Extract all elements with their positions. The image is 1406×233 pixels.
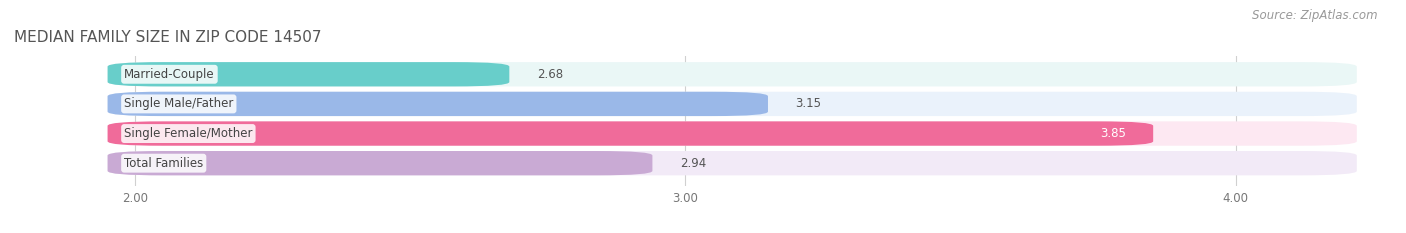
FancyBboxPatch shape	[108, 62, 1357, 86]
Text: Total Families: Total Families	[124, 157, 204, 170]
FancyBboxPatch shape	[108, 92, 1357, 116]
FancyBboxPatch shape	[108, 92, 768, 116]
FancyBboxPatch shape	[108, 62, 509, 86]
Text: Married-Couple: Married-Couple	[124, 68, 215, 81]
Text: Single Male/Father: Single Male/Father	[124, 97, 233, 110]
Text: Single Female/Mother: Single Female/Mother	[124, 127, 253, 140]
FancyBboxPatch shape	[108, 151, 652, 175]
Text: Source: ZipAtlas.com: Source: ZipAtlas.com	[1253, 9, 1378, 22]
Text: 2.68: 2.68	[537, 68, 562, 81]
FancyBboxPatch shape	[108, 121, 1357, 146]
Text: 2.94: 2.94	[681, 157, 706, 170]
FancyBboxPatch shape	[108, 151, 1357, 175]
FancyBboxPatch shape	[108, 121, 1153, 146]
Text: 3.15: 3.15	[796, 97, 821, 110]
Text: MEDIAN FAMILY SIZE IN ZIP CODE 14507: MEDIAN FAMILY SIZE IN ZIP CODE 14507	[14, 31, 322, 45]
Text: 3.85: 3.85	[1099, 127, 1126, 140]
